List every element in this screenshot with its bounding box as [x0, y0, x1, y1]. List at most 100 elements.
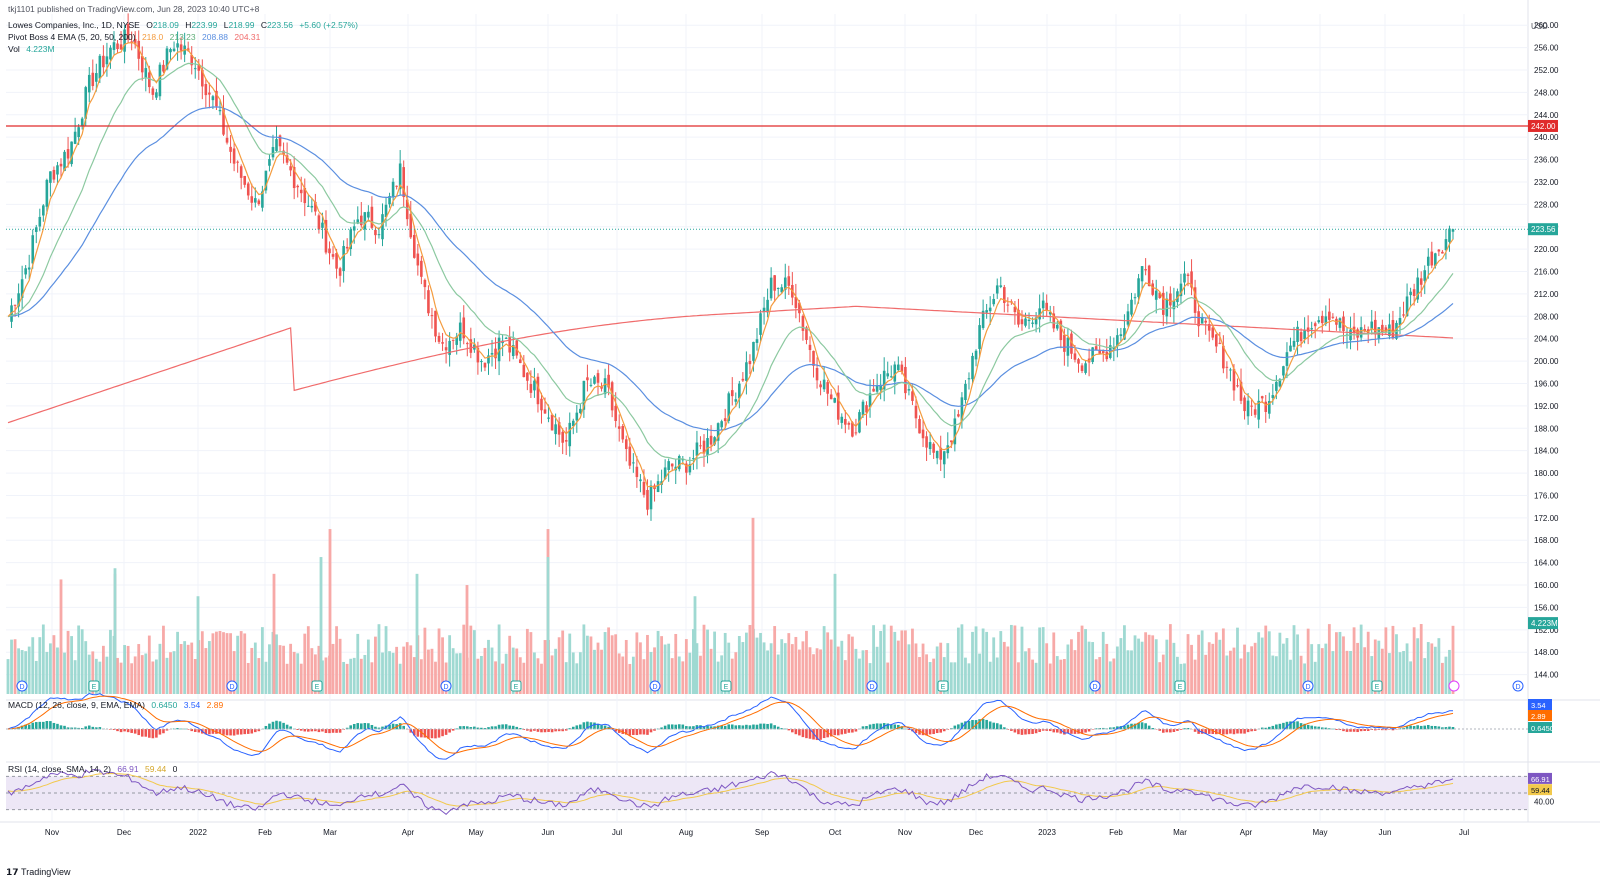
- volume-bar: [780, 639, 783, 694]
- candle-body: [240, 166, 243, 178]
- candle-body: [1031, 323, 1034, 324]
- volume-bar: [116, 658, 119, 694]
- macd-histogram-bar: [1031, 729, 1034, 734]
- candle-body: [1282, 366, 1285, 375]
- price-tick-label: 256.00: [1534, 44, 1559, 53]
- volume-bar: [63, 653, 66, 694]
- volume-bar: [1169, 624, 1172, 694]
- volume-bar: [593, 650, 596, 694]
- macd-histogram-bar: [431, 729, 434, 738]
- volume-bar: [1102, 632, 1105, 694]
- symbol-legend[interactable]: Lowes Companies, Inc., 1D, NYSE O218.09 …: [8, 20, 362, 31]
- candle-body: [67, 149, 70, 158]
- volume-bar: [114, 568, 117, 694]
- volume-bar: [823, 626, 826, 694]
- dividend-marker-label: D: [1092, 684, 1097, 691]
- candle-body: [597, 373, 600, 383]
- volume-bar: [734, 652, 737, 694]
- price-tick-label: 144.00: [1534, 671, 1559, 680]
- volume-bar: [176, 632, 179, 694]
- volume-bar: [190, 643, 193, 694]
- symbol-name: Lowes Companies, Inc., 1D, NYSE: [8, 20, 140, 30]
- macd-legend[interactable]: MACD (12, 26, close, 9, EMA, EMA) 0.6450…: [8, 700, 227, 711]
- price-tick-label: 236.00: [1534, 156, 1559, 165]
- volume-bar: [222, 632, 225, 694]
- macd-hist-value: 0.6450: [151, 700, 177, 710]
- candle-body: [289, 166, 292, 170]
- macd-histogram-bar: [982, 719, 985, 729]
- volume-bar: [31, 637, 34, 694]
- macd-histogram-bar: [939, 729, 942, 733]
- macd-histogram-bar: [936, 729, 939, 733]
- volume-bar: [484, 648, 487, 694]
- candle-body: [925, 436, 928, 447]
- volume-bar: [423, 628, 426, 694]
- volume-bar: [204, 648, 207, 694]
- candle-body: [544, 409, 547, 413]
- volume-bar: [1335, 632, 1338, 694]
- candle-body: [162, 65, 165, 72]
- dividend-marker-label: D: [652, 684, 657, 691]
- volume-bar: [537, 658, 540, 694]
- volume-bar: [1017, 662, 1020, 694]
- time-tick-label: Apr: [402, 828, 415, 837]
- volume-bar: [738, 636, 741, 694]
- ema-legend[interactable]: Pivot Boss 4 EMA (5, 20, 50, 200) 218.0 …: [8, 32, 264, 43]
- volume-bar: [402, 647, 405, 694]
- candle-body: [318, 215, 321, 229]
- volume-legend[interactable]: Vol 4.223M: [8, 44, 59, 55]
- candle-body: [890, 376, 893, 377]
- macd-histogram-bar: [53, 723, 56, 729]
- volume-bar: [14, 639, 17, 694]
- volume-bar: [282, 646, 285, 694]
- candle-body: [819, 384, 822, 387]
- volume-bar: [1070, 639, 1073, 694]
- candle-body: [272, 147, 275, 157]
- candle-body: [109, 48, 112, 60]
- volume-bar: [243, 633, 246, 694]
- volume-bar: [1427, 642, 1430, 694]
- candle-body: [155, 92, 158, 97]
- candle-body: [1127, 311, 1130, 324]
- candle-body: [918, 419, 921, 433]
- volume-bar: [420, 659, 423, 694]
- tradingview-logo[interactable]: 𝟭𝟳 TradingView: [6, 867, 71, 878]
- macd-histogram-bar: [240, 729, 243, 735]
- volume-bar: [1031, 660, 1034, 694]
- volume-bar: [632, 657, 635, 694]
- volume-bar: [999, 631, 1002, 694]
- volume-bar: [250, 648, 253, 694]
- candle-body: [618, 426, 621, 428]
- candle-body: [1381, 325, 1384, 332]
- candle-body: [508, 337, 511, 353]
- candle-body: [996, 285, 999, 293]
- volume-bar: [1059, 660, 1062, 694]
- volume-bar: [392, 653, 395, 694]
- volume-bar: [45, 652, 48, 694]
- volume-bar: [109, 630, 112, 694]
- candle-body: [749, 361, 752, 364]
- macd-histogram-bar: [137, 729, 140, 735]
- candle-body: [236, 162, 239, 163]
- price-tick-label: 248.00: [1534, 88, 1559, 97]
- candle-body: [194, 68, 197, 69]
- volume-bar: [862, 650, 865, 694]
- rsi-legend[interactable]: RSI (14, close, SMA, 14, 2) 66.91 59.44 …: [8, 764, 181, 775]
- candle-body: [300, 190, 303, 193]
- price-tick-label: 252.00: [1534, 66, 1559, 75]
- candle-body: [1272, 395, 1275, 398]
- macd-histogram-bar: [445, 729, 448, 735]
- volume-bar: [1222, 628, 1225, 694]
- candle-body: [530, 384, 533, 393]
- volume-bar: [381, 653, 384, 694]
- candle-body: [1275, 382, 1278, 391]
- candle-body: [339, 268, 342, 276]
- candle-body: [1187, 275, 1190, 276]
- time-tick-label: 2023: [1038, 828, 1056, 837]
- volume-bar: [148, 636, 151, 694]
- macd-signal-value: 2.89: [207, 700, 224, 710]
- volume-bar: [600, 650, 603, 694]
- volume-bar: [688, 653, 691, 694]
